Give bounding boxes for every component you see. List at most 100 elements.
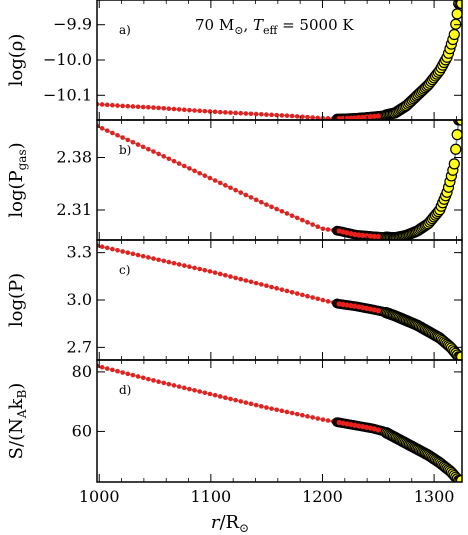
data-point-red [217, 109, 223, 115]
data-point-red [202, 267, 208, 273]
data-point-red [367, 114, 374, 120]
data-point-red [238, 399, 244, 404]
data-point-red [269, 284, 274, 290]
data-point-red [110, 367, 115, 373]
data-point-red [140, 253, 146, 259]
data-point-red [340, 420, 346, 426]
data-point-red [130, 104, 136, 109]
x-axis-title-rest: /R [219, 512, 239, 533]
data-point-red [161, 154, 167, 159]
data-point-red [259, 199, 264, 205]
y-tick-label: −9.9 [53, 15, 92, 34]
data-point-red [294, 215, 300, 221]
panel-tag: b) [119, 143, 131, 157]
data-point-red [217, 180, 223, 186]
data-point-red [363, 305, 370, 311]
data-point-red [197, 108, 202, 114]
data-point-red [192, 108, 197, 113]
data-point-red [238, 190, 244, 195]
data-point-red [120, 249, 125, 254]
data-point-red [217, 271, 223, 277]
data-point-red [181, 163, 187, 169]
data-point-red [161, 105, 167, 111]
data-point-red [156, 151, 161, 157]
data-point-red [363, 233, 370, 239]
data-point-red [171, 260, 177, 266]
y-axis-title: log(ρ) [6, 34, 27, 87]
data-point-red [151, 378, 156, 383]
data-point-red [344, 302, 350, 308]
panels-layer: −10.1 −10.0 −9.9 a) log(ρ) 2.31 2.38 b) log(Pgas… [6, 0, 463, 506]
data-point-red [344, 230, 350, 236]
data-point-red [146, 255, 151, 260]
data-point-red [99, 244, 105, 250]
panel-2: 2.31 2.38 b) log(Pgas) [6, 119, 463, 241]
data-point-red [207, 175, 213, 181]
data-point-red [294, 114, 300, 119]
data-point-red [264, 283, 269, 289]
data-point-red [356, 232, 362, 238]
x-tick-label: 1000 [79, 487, 120, 506]
data-point-red [104, 366, 110, 371]
data-point-red [300, 412, 305, 418]
data-point-red [228, 185, 233, 191]
data-point-red [375, 113, 381, 119]
data-point-red [305, 293, 310, 299]
panel-2-data [97, 120, 462, 240]
data-point-red [192, 168, 197, 174]
data-point-red [202, 390, 208, 396]
data-point-red [135, 374, 141, 379]
data-point-red [197, 389, 202, 394]
data-point-red [344, 115, 350, 120]
panel-3: 2.7 3.0 3.3 c) log(P) [6, 239, 463, 361]
data-point-red [125, 103, 131, 109]
data-point-red [363, 424, 370, 430]
data-point-red [259, 112, 264, 117]
panel-4: 60 80 d) S/(NAkB) 1000 1100 1200 1300 [6, 359, 463, 506]
data-point-red [371, 113, 377, 119]
data-point-red [253, 197, 259, 203]
data-point-red [305, 114, 310, 120]
panel-1: −10.1 −10.0 −9.9 a) log(ρ) [6, 0, 463, 121]
data-point-red [352, 303, 358, 309]
annotation: 70 M⊙, Teff = 5000 K [195, 16, 354, 37]
data-point-red [243, 192, 249, 198]
data-point-red [99, 102, 105, 107]
data-point-red [360, 424, 366, 430]
data-point-red [320, 226, 326, 232]
data-point-red [233, 110, 238, 116]
y-axis-title: log(P) [6, 273, 27, 327]
data-point-red [130, 251, 136, 257]
panel-tag: d) [119, 383, 131, 397]
data-point-red [176, 161, 182, 166]
data-point-red [192, 388, 197, 393]
panel-1-data [97, 0, 462, 120]
data-point-red [375, 234, 381, 240]
data-point-red [233, 187, 238, 193]
panel-frame [96, 119, 463, 241]
data-point-red [115, 103, 120, 108]
data-point-red [259, 282, 264, 287]
data-point-red [233, 397, 238, 403]
data-point-red [274, 206, 280, 212]
data-point-red [130, 139, 136, 145]
data-point-red [146, 104, 151, 110]
data-point-red [217, 394, 223, 399]
data-point-red [166, 259, 172, 265]
data-point-red [207, 109, 213, 114]
data-point-red [289, 410, 295, 416]
data-point-red [367, 425, 374, 431]
data-point-red [238, 110, 244, 116]
data-point-red [300, 292, 305, 298]
data-point-red [166, 106, 172, 111]
annotation-teff-value: = 5000 K [277, 16, 354, 34]
data-point-red [310, 115, 315, 120]
data-point-yellow [451, 8, 462, 20]
y-tick-label: 3.0 [67, 290, 92, 309]
data-point-red [110, 246, 115, 252]
data-point-yellow [451, 129, 462, 141]
data-point-red [125, 371, 131, 377]
data-point-red [151, 256, 156, 261]
data-point-red [135, 142, 141, 147]
